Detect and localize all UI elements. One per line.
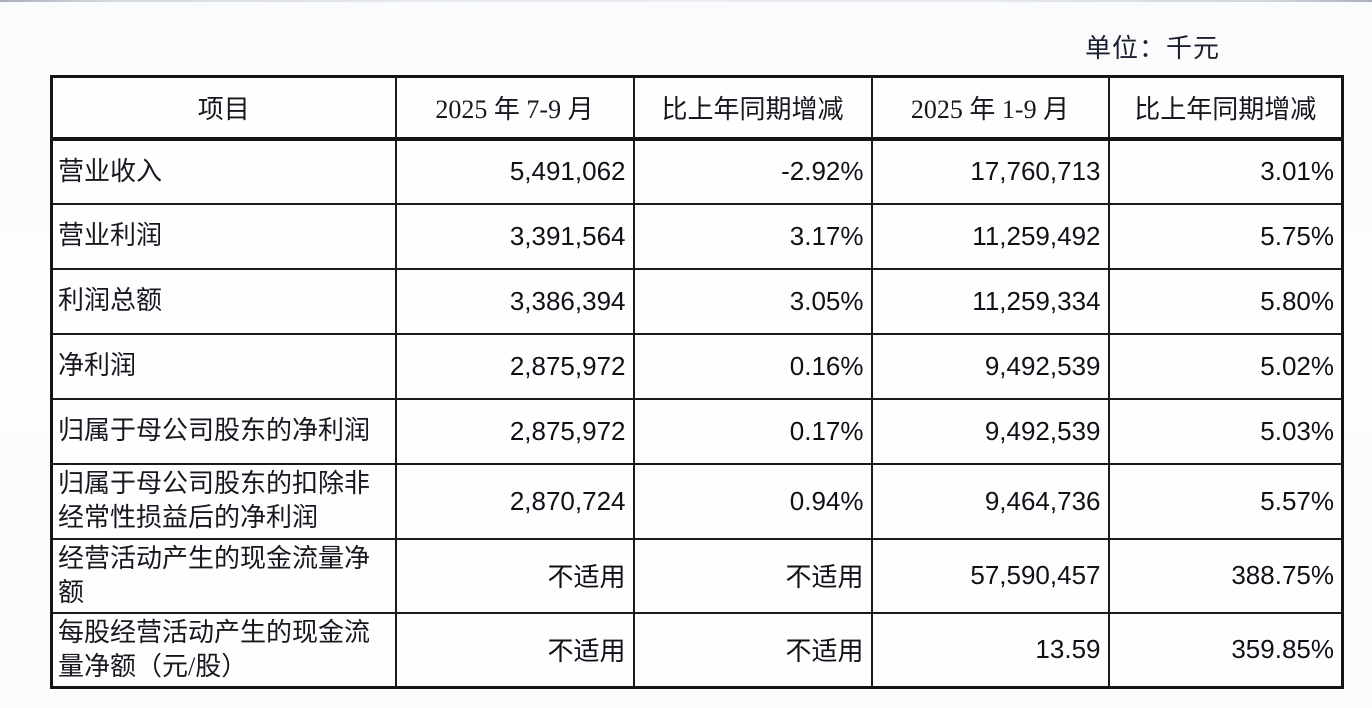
table-cell: 不适用 <box>632 611 873 688</box>
row-label: 经营活动产生的现金流量净额 <box>50 537 397 614</box>
table-cell: 5.02% <box>1107 332 1344 400</box>
table-cell: 13.59 <box>870 611 1110 688</box>
table-row: 净利润 2,875,972 0.16% 9,492,539 5.02% <box>50 332 1344 400</box>
table-row: 经营活动产生的现金流量净额 不适用 不适用 57,590,457 388.75% <box>50 537 1344 614</box>
row-label: 归属于母公司股东的扣除非经常性损益后的净利润 <box>50 462 397 540</box>
table-cell: 17,760,713 <box>870 137 1110 205</box>
table-row: 利润总额 3,386,394 3.05% 11,259,334 5.80% <box>50 267 1344 335</box>
page-top-edge-line <box>0 0 1372 2</box>
table-row: 归属于母公司股东的扣除非经常性损益后的净利润 2,870,724 0.94% 9… <box>50 462 1344 540</box>
table-row: 营业利润 3,391,564 3.17% 11,259,492 5.75% <box>50 202 1344 270</box>
column-header-q3-yoy: 比上年同期增减 <box>632 75 873 141</box>
table-cell: 2,875,972 <box>394 397 635 465</box>
table-cell: -2.92% <box>632 137 873 205</box>
table-cell: 5.80% <box>1107 267 1344 335</box>
row-label: 利润总额 <box>50 267 397 335</box>
table-cell: 11,259,334 <box>870 267 1110 335</box>
table-header-row: 项目 2025 年 7-9 月 比上年同期增减 2025 年 1-9 月 比上年… <box>50 75 1344 141</box>
table-row: 归属于母公司股东的净利润 2,875,972 0.17% 9,492,539 5… <box>50 397 1344 465</box>
table-cell: 不适用 <box>394 611 635 688</box>
table-cell: 5.57% <box>1107 462 1344 540</box>
table-cell: 0.94% <box>632 462 873 540</box>
row-label: 归属于母公司股东的净利润 <box>50 397 397 465</box>
column-header-item: 项目 <box>50 75 397 141</box>
table-cell: 0.17% <box>632 397 873 465</box>
table-cell: 9,464,736 <box>870 462 1110 540</box>
table-cell: 3.17% <box>632 202 873 270</box>
row-label: 每股经营活动产生的现金流量净额（元/股） <box>50 611 397 688</box>
column-header-ytd-period: 2025 年 1-9 月 <box>870 75 1110 141</box>
table-cell: 3,391,564 <box>394 202 635 270</box>
table-cell: 3,386,394 <box>394 267 635 335</box>
table-cell: 359.85% <box>1107 611 1344 688</box>
row-label: 净利润 <box>50 332 397 400</box>
table-row: 每股经营活动产生的现金流量净额（元/股） 不适用 不适用 13.59 359.8… <box>50 611 1344 688</box>
table-cell: 0.16% <box>632 332 873 400</box>
table-cell: 2,870,724 <box>394 462 635 540</box>
table-cell: 9,492,539 <box>870 332 1110 400</box>
row-label: 营业收入 <box>50 137 397 205</box>
row-label: 营业利润 <box>50 202 397 270</box>
table-cell: 5,491,062 <box>394 137 635 205</box>
table-cell: 3.01% <box>1107 137 1344 205</box>
table-row: 营业收入 5,491,062 -2.92% 17,760,713 3.01% <box>50 137 1344 205</box>
column-header-ytd-yoy: 比上年同期增减 <box>1107 75 1344 141</box>
table-cell: 不适用 <box>394 537 635 614</box>
table-cell: 不适用 <box>632 537 873 614</box>
table-cell: 5.75% <box>1107 202 1344 270</box>
column-header-q3-period: 2025 年 7-9 月 <box>394 75 635 141</box>
table-cell: 5.03% <box>1107 397 1344 465</box>
table-cell: 3.05% <box>632 267 873 335</box>
financial-results-table: 项目 2025 年 7-9 月 比上年同期增减 2025 年 1-9 月 比上年… <box>50 75 1344 689</box>
table-cell: 9,492,539 <box>870 397 1110 465</box>
table-cell: 57,590,457 <box>870 537 1110 614</box>
unit-note: 单位：千元 <box>1085 34 1221 63</box>
table-cell: 2,875,972 <box>394 332 635 400</box>
table-cell: 388.75% <box>1107 537 1344 614</box>
table-cell: 11,259,492 <box>870 202 1110 270</box>
